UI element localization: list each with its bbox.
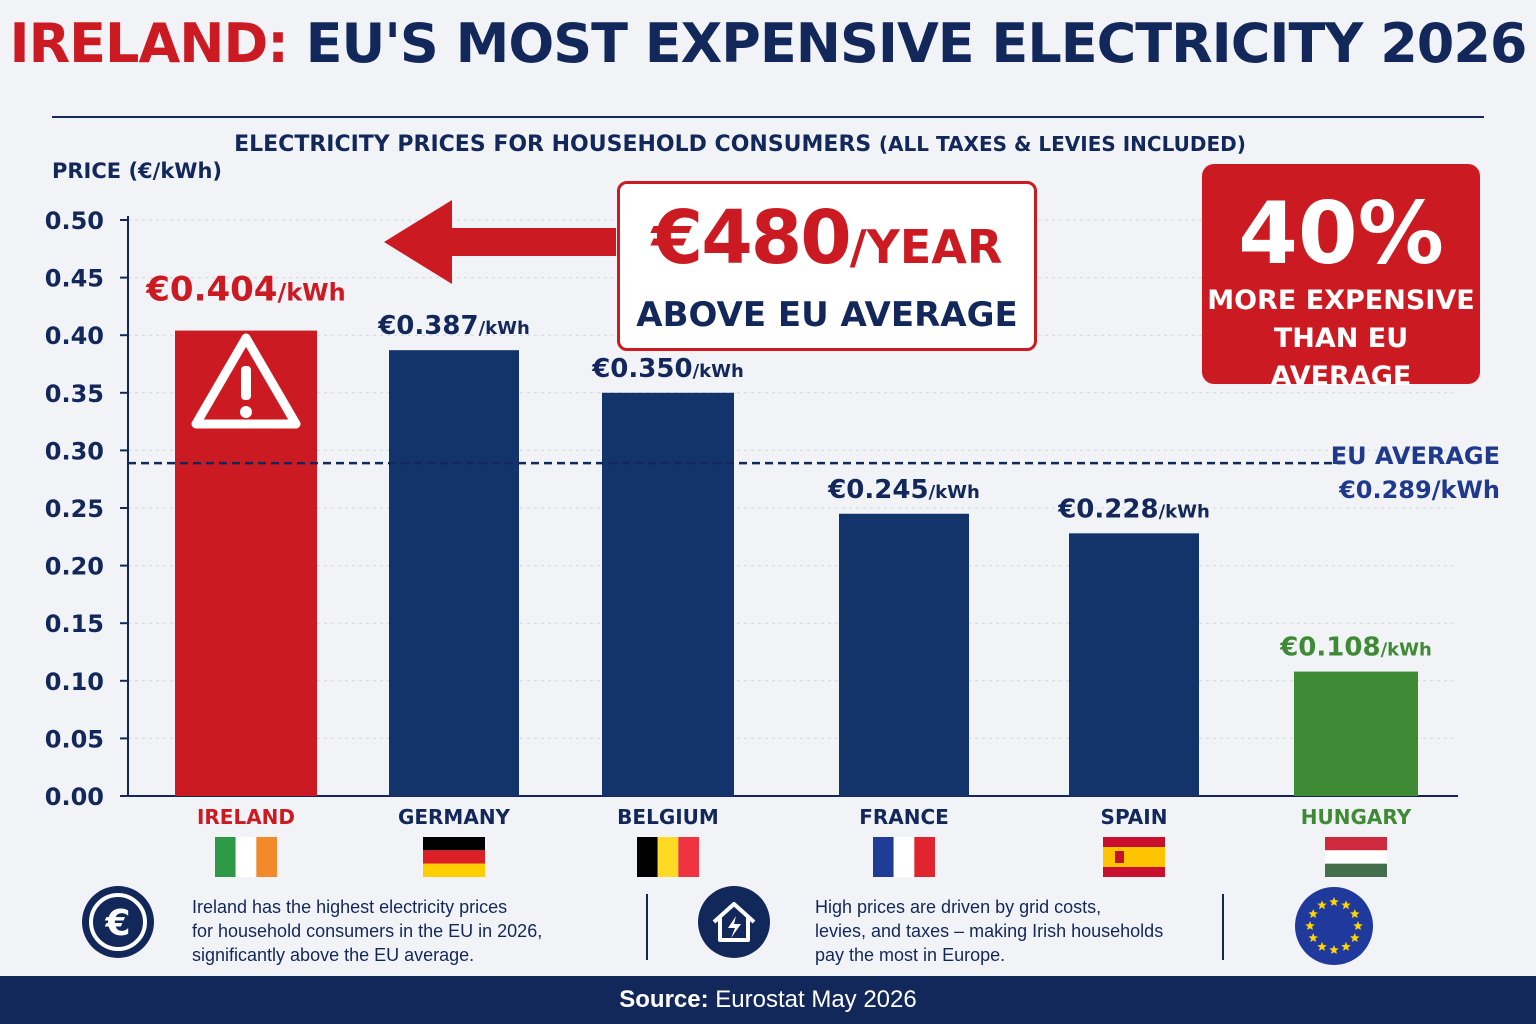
bar xyxy=(602,392,734,796)
y-tick-label: 0.40 xyxy=(45,322,104,350)
eu-star-icon xyxy=(1350,933,1360,943)
eu-star-icon xyxy=(1353,921,1363,931)
x-tick-label: IRELAND xyxy=(197,805,295,829)
germany-flag xyxy=(423,850,485,864)
info-left: Ireland has the highest electricity pric… xyxy=(192,895,542,967)
callout-text: ABOVE EU AVERAGE xyxy=(636,295,1018,335)
callout-amount: €480 xyxy=(651,195,852,281)
x-tick-label: BELGIUM xyxy=(617,805,719,829)
bar xyxy=(1294,671,1418,796)
house-energy-icon xyxy=(698,886,770,958)
spain-flag xyxy=(1103,847,1165,867)
title-highlight: IRELAND: xyxy=(9,12,288,75)
y-tick-label: 0.10 xyxy=(45,668,104,696)
france-flag xyxy=(893,837,915,877)
annual-cost-callout: €480/YEAR ABOVE EU AVERAGE xyxy=(617,181,1037,351)
hungary-flag xyxy=(1325,837,1387,851)
page-title: IRELAND: EU'S MOST EXPENSIVE ELECTRICITY… xyxy=(0,12,1536,75)
bar-value-label: €0.228/kWh xyxy=(1057,494,1210,524)
warning-icon xyxy=(191,333,301,429)
y-tick-label: 0.25 xyxy=(45,495,104,523)
info-left-line: Ireland has the highest electricity pric… xyxy=(192,897,508,917)
y-tick-label: 0.15 xyxy=(45,610,104,638)
arrow-icon xyxy=(384,200,616,284)
y-tick-label: 0.00 xyxy=(45,783,104,811)
info-divider xyxy=(646,894,648,960)
bar-value-label: €0.245/kWh xyxy=(827,475,980,505)
euro-icon: € xyxy=(82,886,154,958)
x-tick-label: GERMANY xyxy=(398,805,511,829)
france-flag xyxy=(873,837,894,877)
svg-text:€: € xyxy=(104,903,130,944)
eu-star-icon xyxy=(1350,909,1360,919)
title-divider xyxy=(52,116,1484,118)
eu-star-icon xyxy=(1317,941,1327,951)
eu-average-label: EU AVERAGE xyxy=(1331,442,1500,470)
germany-flag xyxy=(423,863,485,877)
info-right-line: High prices are driven by grid costs, xyxy=(815,897,1102,917)
badge-percent: 40% xyxy=(1238,184,1444,284)
belgium-flag xyxy=(678,837,699,877)
bar-value-label: €0.350/kWh xyxy=(591,354,744,384)
y-tick-label: 0.20 xyxy=(45,553,104,581)
eu-star-icon xyxy=(1305,921,1315,931)
ireland-flag xyxy=(215,837,236,877)
eu-star-icon xyxy=(1308,909,1318,919)
source-value: Eurostat May 2026 xyxy=(715,986,917,1013)
subtitle-main: ELECTRICITY PRICES FOR HOUSEHOLD CONSUME… xyxy=(234,132,879,157)
x-tick-label: SPAIN xyxy=(1101,805,1168,829)
bar-value-label: €0.387/kWh xyxy=(377,311,530,341)
bar xyxy=(175,330,317,796)
warning-icon xyxy=(241,366,251,400)
hungary-flag xyxy=(1325,863,1387,877)
info-right-line: pay the most in Europe. xyxy=(815,945,1006,965)
y-tick-label: 0.45 xyxy=(45,265,104,293)
x-tick-label: FRANCE xyxy=(859,805,949,829)
hungary-flag xyxy=(1325,850,1387,864)
percent-badge: 40% MORE EXPENSIVE THAN EU AVERAGE xyxy=(1202,164,1480,392)
badge-line-1: MORE EXPENSIVE xyxy=(1207,285,1475,316)
source-footer: Source: Eurostat May 2026 xyxy=(0,976,1536,1024)
ireland-flag xyxy=(256,837,277,877)
france-flag xyxy=(914,837,935,877)
eu-star-icon xyxy=(1317,900,1327,910)
ireland-flag xyxy=(235,837,257,877)
belgium-flag xyxy=(657,837,679,877)
eu-star-icon xyxy=(1308,933,1318,943)
y-axis-label: PRICE (€/kWh) xyxy=(52,159,222,183)
subtitle-paren: (ALL TAXES & LEVIES INCLUDED) xyxy=(878,132,1246,156)
eu-average-value: €0.289/kWh xyxy=(1338,476,1500,504)
germany-flag xyxy=(423,837,485,851)
chart-subtitle: ELECTRICITY PRICES FOR HOUSEHOLD CONSUME… xyxy=(0,132,1480,157)
bar-value-label: €0.404/kWh xyxy=(145,270,346,310)
eu-star-icon xyxy=(1329,897,1339,907)
bar xyxy=(1069,533,1199,796)
info-right: High prices are driven by grid costs, le… xyxy=(815,895,1163,967)
badge-line-2: THAN EU AVERAGE xyxy=(1270,323,1412,392)
eu-flag-icon xyxy=(1294,886,1374,966)
info-right-line: levies, and taxes – making Irish househo… xyxy=(815,921,1164,941)
y-tick-label: 0.30 xyxy=(45,437,104,465)
eu-star-icon xyxy=(1341,900,1351,910)
title-rest: EU'S MOST EXPENSIVE ELECTRICITY 2026 xyxy=(287,12,1528,75)
y-tick-label: 0.50 xyxy=(45,207,104,235)
info-left-line: for household consumers in the EU in 202… xyxy=(192,921,543,941)
info-divider xyxy=(1222,894,1224,960)
spain-flag xyxy=(1115,851,1124,863)
belgium-flag xyxy=(637,837,658,877)
eu-star-icon xyxy=(1329,945,1339,955)
bar-value-label: €0.108/kWh xyxy=(1279,633,1432,663)
y-tick-label: 0.35 xyxy=(45,380,104,408)
warning-icon xyxy=(240,406,252,418)
callout-unit: /YEAR xyxy=(849,220,1003,274)
info-left-line: significantly above the EU average. xyxy=(192,945,475,965)
eu-star-icon xyxy=(1341,941,1351,951)
callout-amount-line: €480/YEAR xyxy=(620,198,1034,287)
y-tick-label: 0.05 xyxy=(45,725,104,753)
source-label: Source: xyxy=(619,986,709,1013)
x-tick-label: HUNGARY xyxy=(1301,805,1412,829)
bar xyxy=(839,513,969,796)
bar xyxy=(389,350,519,796)
